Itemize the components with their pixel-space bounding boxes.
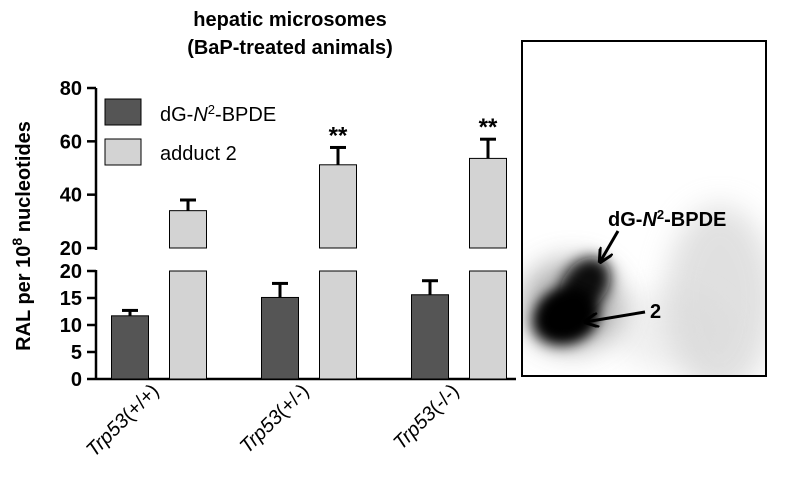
y-tick-label: 60 <box>60 131 82 153</box>
legend-label-dg-bpde: dG-N2-BPDE <box>160 102 276 127</box>
y-axis-label-prefix: RAL per 10 <box>13 246 35 351</box>
legend-swatch-adduct2 <box>104 138 142 166</box>
bar-dg-bpde <box>111 315 149 380</box>
inset-label-dg-bpde-italic: N <box>642 209 657 231</box>
y-tick-label: 40 <box>60 185 82 207</box>
y-axis-label-suffix: nucleotides <box>13 121 35 238</box>
bars-group: ** ** <box>111 114 507 380</box>
y-tick-label: 10 <box>60 315 82 337</box>
inset-label-adduct2: 2 <box>650 301 661 323</box>
legend-label-dg-bpde-prefix: dG- <box>160 104 193 126</box>
y-tick-label: 20 <box>60 261 82 283</box>
x-tick-label: Trp53(+/+) <box>82 380 163 461</box>
inset-label-dg-bpde-sup: 2 <box>657 207 664 222</box>
inset-background-smear-2 <box>610 290 730 370</box>
significance-marker: ** <box>479 114 498 141</box>
legend-swatch-dg-bpde <box>104 98 142 126</box>
x-tick-labels: Trp53(+/+) Trp53(+/-) Trp53(-/-) <box>82 380 463 461</box>
bar-dg-bpde <box>261 296 299 380</box>
y-axis-label-exponent: 8 <box>9 238 25 246</box>
inset-label-dg-bpde-suffix: -BPDE <box>664 209 726 231</box>
y-tick-label: 15 <box>60 288 82 310</box>
y-axis-label: RAL per 108 nucleotides <box>9 121 35 351</box>
y-ticks-lower: 0 5 10 15 20 <box>60 261 96 391</box>
legend-label-dg-bpde-suffix: -BPDE <box>215 104 276 126</box>
bar-adduct2-lower <box>319 270 357 380</box>
bar-adduct2-lower <box>169 270 207 380</box>
y-tick-label: 5 <box>71 342 82 364</box>
significance-marker: ** <box>329 122 348 149</box>
inset-border <box>521 40 767 377</box>
inset-label-dg-bpde-prefix: dG- <box>608 209 642 231</box>
chart-title-line1: hepatic microsomes <box>193 9 386 31</box>
bar-adduct2-upper <box>169 210 207 249</box>
chart-title-line2: (BaP-treated animals) <box>187 37 393 59</box>
legend: dG-N2-BPDE adduct 2 <box>104 98 276 166</box>
bar-adduct2-upper <box>319 164 357 249</box>
y-tick-label: 0 <box>71 369 82 391</box>
bar-adduct2-upper <box>469 157 507 249</box>
x-tick-label: Trp53(-/-) <box>389 380 463 454</box>
y-tick-label: 20 <box>60 238 82 260</box>
autoradiograph-inset: dG-N2-BPDE 2 <box>521 40 767 377</box>
legend-label-dg-bpde-italic: N <box>193 104 208 126</box>
bar-dg-bpde <box>411 294 449 380</box>
arrow-dg-bpde <box>600 230 620 262</box>
x-tick-label: Trp53(+/-) <box>236 380 314 458</box>
legend-label-dg-bpde-sup: 2 <box>208 102 215 117</box>
inset-label-dg-bpde: dG-N2-BPDE <box>608 207 726 232</box>
legend-label-adduct2: adduct 2 <box>160 143 237 165</box>
y-tick-label: 80 <box>60 78 82 100</box>
bar-adduct2-lower <box>469 270 507 380</box>
spot-core <box>542 290 594 334</box>
y-ticks-upper: 20 40 60 80 <box>60 78 96 260</box>
arrow-adduct2 <box>585 310 646 322</box>
